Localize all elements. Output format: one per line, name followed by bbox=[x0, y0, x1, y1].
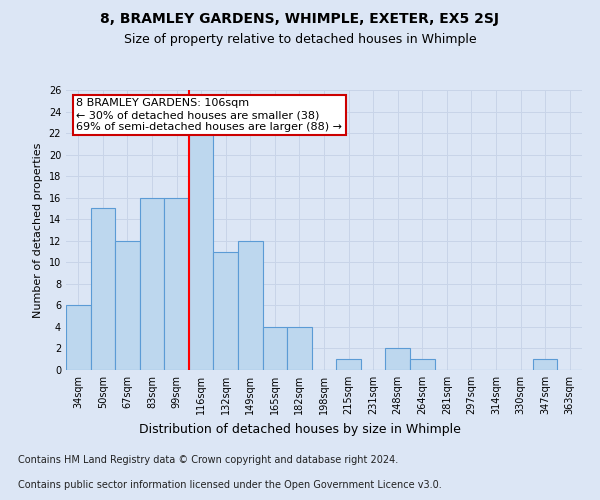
Text: Distribution of detached houses by size in Whimple: Distribution of detached houses by size … bbox=[139, 422, 461, 436]
Text: Size of property relative to detached houses in Whimple: Size of property relative to detached ho… bbox=[124, 32, 476, 46]
Bar bbox=[385, 348, 410, 370]
Bar bbox=[164, 198, 189, 370]
Bar bbox=[410, 359, 434, 370]
Bar bbox=[214, 252, 238, 370]
Text: 8 BRAMLEY GARDENS: 106sqm
← 30% of detached houses are smaller (38)
69% of semi-: 8 BRAMLEY GARDENS: 106sqm ← 30% of detac… bbox=[76, 98, 343, 132]
Bar bbox=[533, 359, 557, 370]
Bar bbox=[91, 208, 115, 370]
Bar bbox=[263, 327, 287, 370]
Bar bbox=[189, 133, 214, 370]
Text: Contains HM Land Registry data © Crown copyright and database right 2024.: Contains HM Land Registry data © Crown c… bbox=[18, 455, 398, 465]
Text: Contains public sector information licensed under the Open Government Licence v3: Contains public sector information licen… bbox=[18, 480, 442, 490]
Bar bbox=[140, 198, 164, 370]
Y-axis label: Number of detached properties: Number of detached properties bbox=[33, 142, 43, 318]
Bar bbox=[238, 241, 263, 370]
Text: 8, BRAMLEY GARDENS, WHIMPLE, EXETER, EX5 2SJ: 8, BRAMLEY GARDENS, WHIMPLE, EXETER, EX5… bbox=[101, 12, 499, 26]
Bar bbox=[66, 306, 91, 370]
Bar bbox=[115, 241, 140, 370]
Bar bbox=[336, 359, 361, 370]
Bar bbox=[287, 327, 312, 370]
